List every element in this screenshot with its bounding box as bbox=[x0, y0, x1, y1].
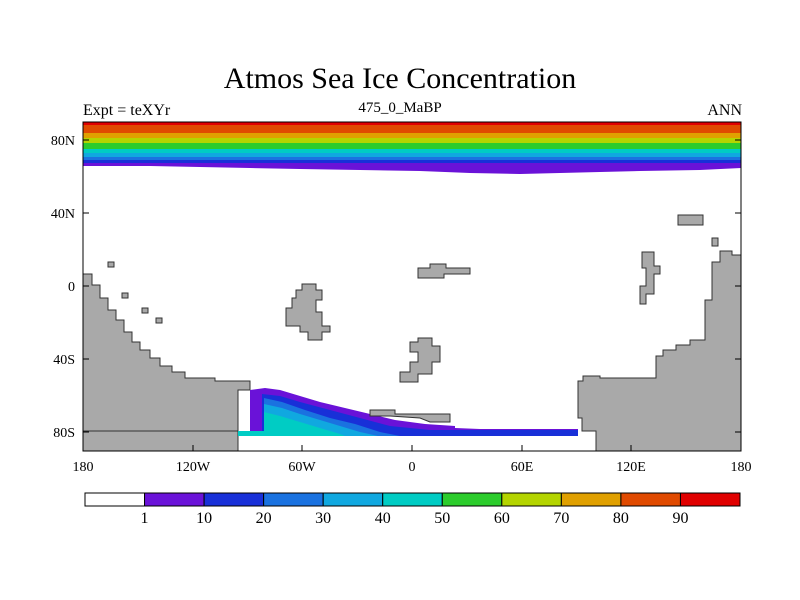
ice-band-60 bbox=[83, 138, 741, 143]
colorbar-box bbox=[322, 492, 384, 507]
island-north-central bbox=[417, 263, 471, 279]
south-sea-ice bbox=[238, 388, 578, 436]
colorbar-label: 10 bbox=[196, 510, 212, 527]
colorbar-box bbox=[441, 492, 503, 507]
ice-band-50 bbox=[83, 143, 741, 149]
islet-west-2 bbox=[121, 292, 129, 299]
colorbar bbox=[84, 492, 741, 507]
colorbar-label: 1 bbox=[141, 510, 149, 527]
season-label: ANN bbox=[707, 102, 742, 119]
ice-south-40 bbox=[264, 412, 345, 436]
land bbox=[82, 214, 742, 452]
ice-band-40 bbox=[83, 149, 741, 153]
x-tick-label: 120E bbox=[616, 460, 646, 475]
x-ticks bbox=[82, 445, 742, 451]
landmass-southwest bbox=[82, 430, 239, 452]
north-sea-ice bbox=[83, 122, 741, 174]
y-ticks bbox=[83, 139, 741, 433]
landmass-west bbox=[82, 273, 251, 451]
islet-west-3 bbox=[141, 307, 149, 314]
time-label: 475_0_MaBP bbox=[358, 100, 442, 116]
colorbar-label: 20 bbox=[256, 510, 272, 527]
ice-south-edge bbox=[238, 431, 264, 436]
island-east bbox=[639, 251, 661, 305]
island-northeast bbox=[677, 214, 704, 226]
colorbar-label: 80 bbox=[613, 510, 629, 527]
colorbar-box bbox=[84, 492, 146, 507]
ice-band-1 bbox=[83, 163, 741, 174]
island-central bbox=[399, 337, 441, 383]
y-tick-label: 0 bbox=[68, 280, 75, 295]
y-tick-label: 40N bbox=[51, 207, 75, 222]
colorbar-box bbox=[560, 492, 622, 507]
colorbar-box bbox=[144, 492, 205, 507]
colorbar-label: 90 bbox=[672, 510, 688, 527]
colorbar-label: 50 bbox=[434, 510, 450, 527]
colorbar-label: 70 bbox=[553, 510, 569, 527]
experiment-label: Expt = teXYr bbox=[83, 102, 171, 119]
colorbar-labels: 1 10 20 30 40 50 60 70 80 90 bbox=[141, 510, 689, 527]
x-tick-label: 180 bbox=[73, 460, 94, 475]
y-tick-label: 40S bbox=[53, 353, 75, 368]
x-tick-label: 0 bbox=[409, 460, 416, 475]
colorbar-box bbox=[203, 492, 265, 507]
island-south-central bbox=[369, 409, 451, 423]
x-tick-label: 60W bbox=[288, 460, 316, 475]
ice-band-10 bbox=[83, 160, 741, 163]
x-tick-label: 120W bbox=[176, 460, 211, 475]
x-tick-label: 60E bbox=[511, 460, 534, 475]
y-tick-label: 80S bbox=[53, 426, 75, 441]
islet-west-1 bbox=[107, 261, 115, 268]
ice-band-20 bbox=[83, 157, 741, 160]
colorbar-box bbox=[501, 492, 562, 507]
ice-band-80 bbox=[83, 125, 741, 133]
ice-band-30 bbox=[83, 153, 741, 157]
colorbar-label: 40 bbox=[375, 510, 391, 527]
page-title: Atmos Sea Ice Concentration bbox=[223, 62, 577, 95]
colorbar-label: 30 bbox=[315, 510, 331, 527]
ice-band-70 bbox=[83, 133, 741, 138]
colorbar-box bbox=[382, 492, 443, 507]
landmass-east bbox=[577, 250, 742, 452]
colorbar-box bbox=[679, 492, 741, 507]
colorbar-box bbox=[620, 492, 681, 507]
colorbar-label: 60 bbox=[494, 510, 510, 527]
ice-band-90 bbox=[83, 122, 741, 125]
islet-east-1 bbox=[711, 237, 719, 247]
islet-west-4 bbox=[155, 317, 163, 324]
island-central-west bbox=[285, 283, 331, 341]
y-tick-label: 80N bbox=[51, 134, 75, 149]
x-tick-label: 180 bbox=[731, 460, 752, 475]
colorbar-box bbox=[263, 492, 324, 507]
